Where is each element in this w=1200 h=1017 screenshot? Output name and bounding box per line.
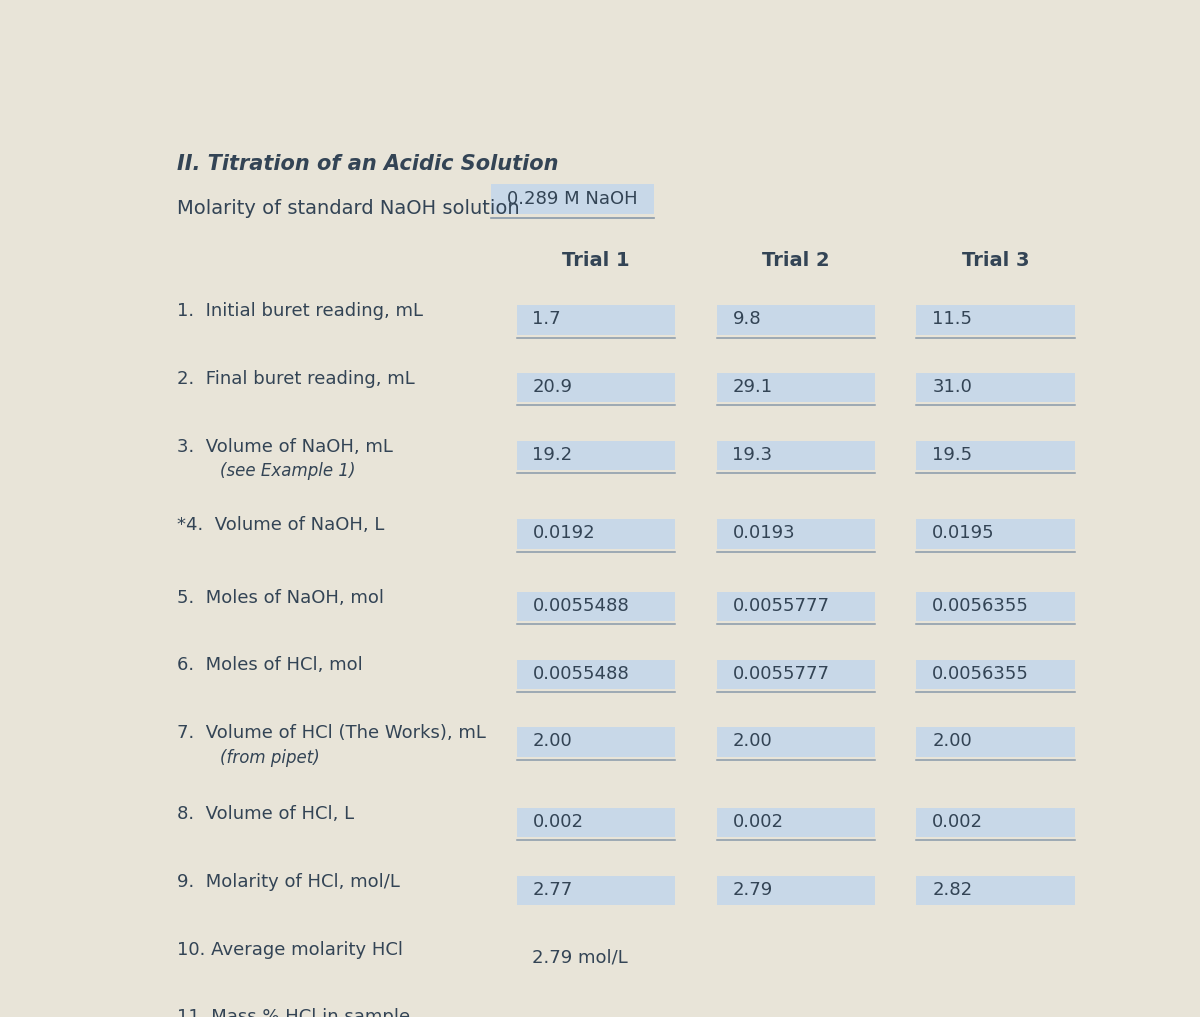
Bar [917,876,1075,905]
Text: 8.  Volume of HCl, L: 8. Volume of HCl, L [178,805,354,823]
Bar [516,876,676,905]
Bar [716,809,875,837]
Text: Trial 3: Trial 3 [962,251,1030,271]
Text: 9.  Molarity of HCl, mol/L: 9. Molarity of HCl, mol/L [178,873,400,891]
Text: 0.0056355: 0.0056355 [932,664,1030,682]
Text: 29.1: 29.1 [732,378,773,396]
Text: 0.289 M NaOH: 0.289 M NaOH [508,190,637,208]
Bar [716,440,875,470]
Text: 10. Average molarity HCl: 10. Average molarity HCl [178,941,403,959]
Bar [917,659,1075,689]
Text: 19.5: 19.5 [932,445,972,464]
Bar [516,727,676,757]
Text: *4.  Volume of NaOH, L: *4. Volume of NaOH, L [178,517,384,534]
Bar [716,373,875,403]
Text: 0.0192: 0.0192 [533,525,595,542]
Text: 2.79 mol/L: 2.79 mol/L [533,949,629,967]
Text: 0.0055777: 0.0055777 [732,597,829,615]
Bar [491,184,654,215]
Text: 2.77: 2.77 [533,881,572,899]
Text: 11. Mass % HCl in sample: 11. Mass % HCl in sample [178,1008,410,1017]
Bar [917,373,1075,403]
Text: 0.0055488: 0.0055488 [533,597,629,615]
Text: 19.2: 19.2 [533,445,572,464]
Bar [917,520,1075,548]
Bar [917,440,1075,470]
Text: (see Example 1): (see Example 1) [220,463,355,480]
Text: 0.0193: 0.0193 [732,525,796,542]
Text: 0.002: 0.002 [732,814,784,831]
Bar [516,592,676,621]
Bar [516,520,676,548]
Text: 0.002: 0.002 [533,814,583,831]
Text: Molarity of standard NaOH solution: Molarity of standard NaOH solution [178,199,520,218]
Bar [516,373,676,403]
Bar [516,944,676,973]
Bar [716,876,875,905]
Bar [917,727,1075,757]
Bar [917,809,1075,837]
Text: 6.  Moles of HCl, mol: 6. Moles of HCl, mol [178,656,362,674]
Bar [917,592,1075,621]
Bar [716,592,875,621]
Text: 0.002: 0.002 [932,814,983,831]
Bar [716,727,875,757]
Text: 2.  Final buret reading, mL: 2. Final buret reading, mL [178,370,415,387]
Text: 2.00: 2.00 [732,732,772,751]
Text: 0.0055777: 0.0055777 [732,664,829,682]
Text: (from pipet): (from pipet) [220,749,319,767]
Text: 9.8: 9.8 [732,310,761,328]
Text: Trial 1: Trial 1 [562,251,630,271]
Text: 20.9: 20.9 [533,378,572,396]
Text: 5.  Moles of NaOH, mol: 5. Moles of NaOH, mol [178,589,384,607]
Bar [716,305,875,335]
Text: 31.0: 31.0 [932,378,972,396]
Bar [716,659,875,689]
Text: 2.00: 2.00 [932,732,972,751]
Text: 7.  Volume of HCl (The Works), mL: 7. Volume of HCl (The Works), mL [178,724,486,742]
Text: 0.0195: 0.0195 [932,525,995,542]
Bar [917,305,1075,335]
Bar [716,520,875,548]
Text: 3.  Volume of NaOH, mL: 3. Volume of NaOH, mL [178,437,394,456]
Text: 2.00: 2.00 [533,732,572,751]
Text: 2.79: 2.79 [732,881,773,899]
Text: Trial 2: Trial 2 [762,251,829,271]
Text: 1.7: 1.7 [533,310,562,328]
Bar [516,809,676,837]
Text: 0.0055488: 0.0055488 [533,664,629,682]
Text: 19.3: 19.3 [732,445,773,464]
Text: 1.  Initial buret reading, mL: 1. Initial buret reading, mL [178,302,424,320]
Bar [516,305,676,335]
Text: 2.82: 2.82 [932,881,972,899]
Text: 0.0056355: 0.0056355 [932,597,1030,615]
Bar [516,440,676,470]
Bar [516,659,676,689]
Text: 11.5: 11.5 [932,310,972,328]
Text: II. Titration of an Acidic Solution: II. Titration of an Acidic Solution [178,155,559,174]
